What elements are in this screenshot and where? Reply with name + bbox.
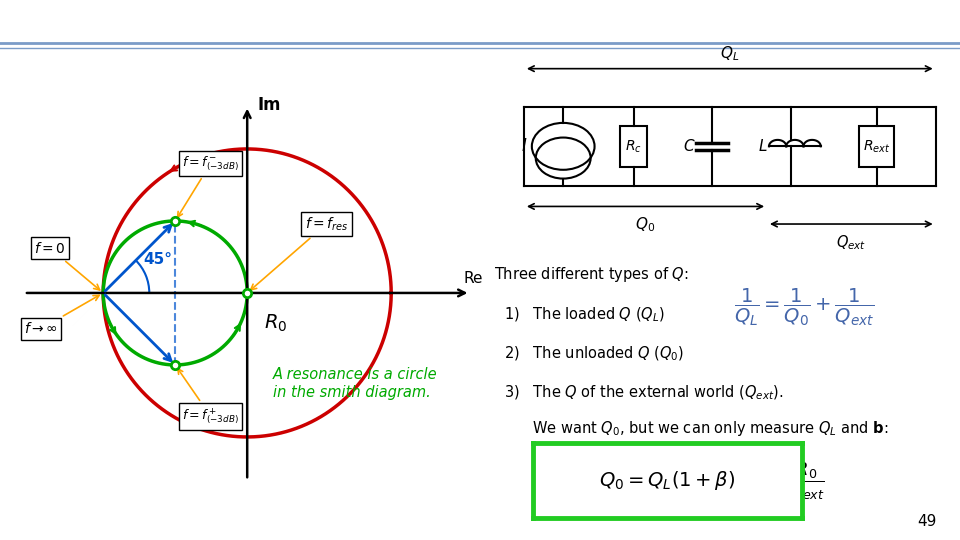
Text: Three different types of $Q$:: Three different types of $Q$: bbox=[494, 265, 689, 284]
Text: $\beta = \dfrac{R_0}{R_{ext}}$: $\beta = \dfrac{R_0}{R_{ext}}$ bbox=[756, 460, 825, 502]
Text: $f=f^-_{(-3dB)}$: $f=f^-_{(-3dB)}$ bbox=[178, 154, 239, 217]
Text: I: I bbox=[521, 137, 526, 156]
Text: L: L bbox=[758, 139, 767, 154]
Text: $f=0$: $f=0$ bbox=[34, 241, 100, 290]
Text: $Q_L = \dfrac{f_{res}}{\Delta_f}$: $Q_L = \dfrac{f_{res}}{\Delta_f}$ bbox=[552, 460, 624, 503]
Text: $R_c$: $R_c$ bbox=[625, 138, 642, 154]
Text: C: C bbox=[684, 139, 694, 154]
Bar bbox=[620, 126, 647, 167]
Text: $f \rightarrow \infty$: $f \rightarrow \infty$ bbox=[24, 295, 99, 336]
Text: 1)   The loaded $Q$ ($Q_L$): 1) The loaded $Q$ ($Q_L$) bbox=[504, 306, 664, 325]
Text: $Q_0$: $Q_0$ bbox=[636, 215, 656, 234]
Bar bbox=[859, 126, 895, 167]
Text: $Q_L$: $Q_L$ bbox=[720, 44, 739, 63]
Text: Im: Im bbox=[257, 96, 280, 114]
Text: $f=f_{res}$: $f=f_{res}$ bbox=[251, 215, 348, 290]
Text: 45°: 45° bbox=[143, 252, 173, 267]
Text: $R_{ext}$: $R_{ext}$ bbox=[863, 138, 891, 154]
Text: $f=f^+_{(-3dB)}$: $f=f^+_{(-3dB)}$ bbox=[178, 369, 239, 427]
Text: 2)   The unloaded $Q$ ($Q_0$): 2) The unloaded $Q$ ($Q_0$) bbox=[504, 345, 684, 363]
Text: $Q_0 = Q_L(1 + \beta)$: $Q_0 = Q_L(1 + \beta)$ bbox=[599, 469, 735, 492]
Text: Re: Re bbox=[463, 271, 483, 286]
Text: We want $Q_0$, but we can only measure $Q_L$ and $\mathbf{b}$:: We want $Q_0$, but we can only measure $… bbox=[532, 419, 888, 438]
Text: 49: 49 bbox=[917, 514, 936, 529]
Text: $R_0$: $R_0$ bbox=[265, 313, 288, 334]
Text: $\dfrac{1}{Q_L} = \dfrac{1}{Q_0} + \dfrac{1}{Q_{ext}}$: $\dfrac{1}{Q_L} = \dfrac{1}{Q_0} + \dfra… bbox=[734, 287, 875, 328]
Text: Lab measurements. Measure Q reflection. Probe #5: Lab measurements. Measure Q reflection. … bbox=[8, 7, 942, 38]
Text: A resonance is a circle
in the smith diagram.: A resonance is a circle in the smith dia… bbox=[273, 367, 438, 400]
Text: 3)   The $Q$ of the external world ($Q_{ext}$).: 3) The $Q$ of the external world ($Q_{ex… bbox=[504, 383, 783, 402]
Text: $Q_{ext}$: $Q_{ext}$ bbox=[836, 233, 867, 252]
